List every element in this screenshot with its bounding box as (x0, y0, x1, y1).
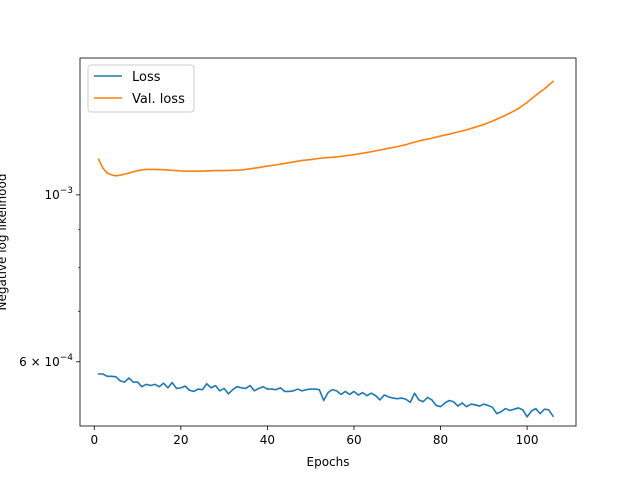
y-axis-label: Negative log likelihood (0, 174, 9, 311)
plot-area (97, 80, 555, 418)
x-axis-label: Epochs (307, 455, 350, 469)
x-tick-label: 60 (346, 433, 361, 447)
x-axis: 0 20 40 60 80 100 (90, 426, 539, 447)
y-tick-label: 10−3 (44, 186, 73, 202)
legend-label: Loss (132, 70, 161, 85)
x-tick-label: 80 (433, 433, 448, 447)
axes-frame (79, 57, 577, 427)
y-axis: 10−3 6 × 10−4 (19, 186, 80, 369)
y-tick-label: 6 × 10−4 (19, 353, 73, 369)
x-tick-label: 20 (173, 433, 188, 447)
x-tick-label: 100 (516, 433, 539, 447)
x-tick-label: 40 (260, 433, 275, 447)
legend-label: Val. loss (132, 92, 185, 107)
legend: Loss Val. loss (87, 64, 195, 113)
series-line-val-loss (97, 80, 555, 177)
series-layer (97, 80, 555, 418)
series-line-loss (97, 373, 555, 418)
x-tick-label: 0 (90, 433, 98, 447)
